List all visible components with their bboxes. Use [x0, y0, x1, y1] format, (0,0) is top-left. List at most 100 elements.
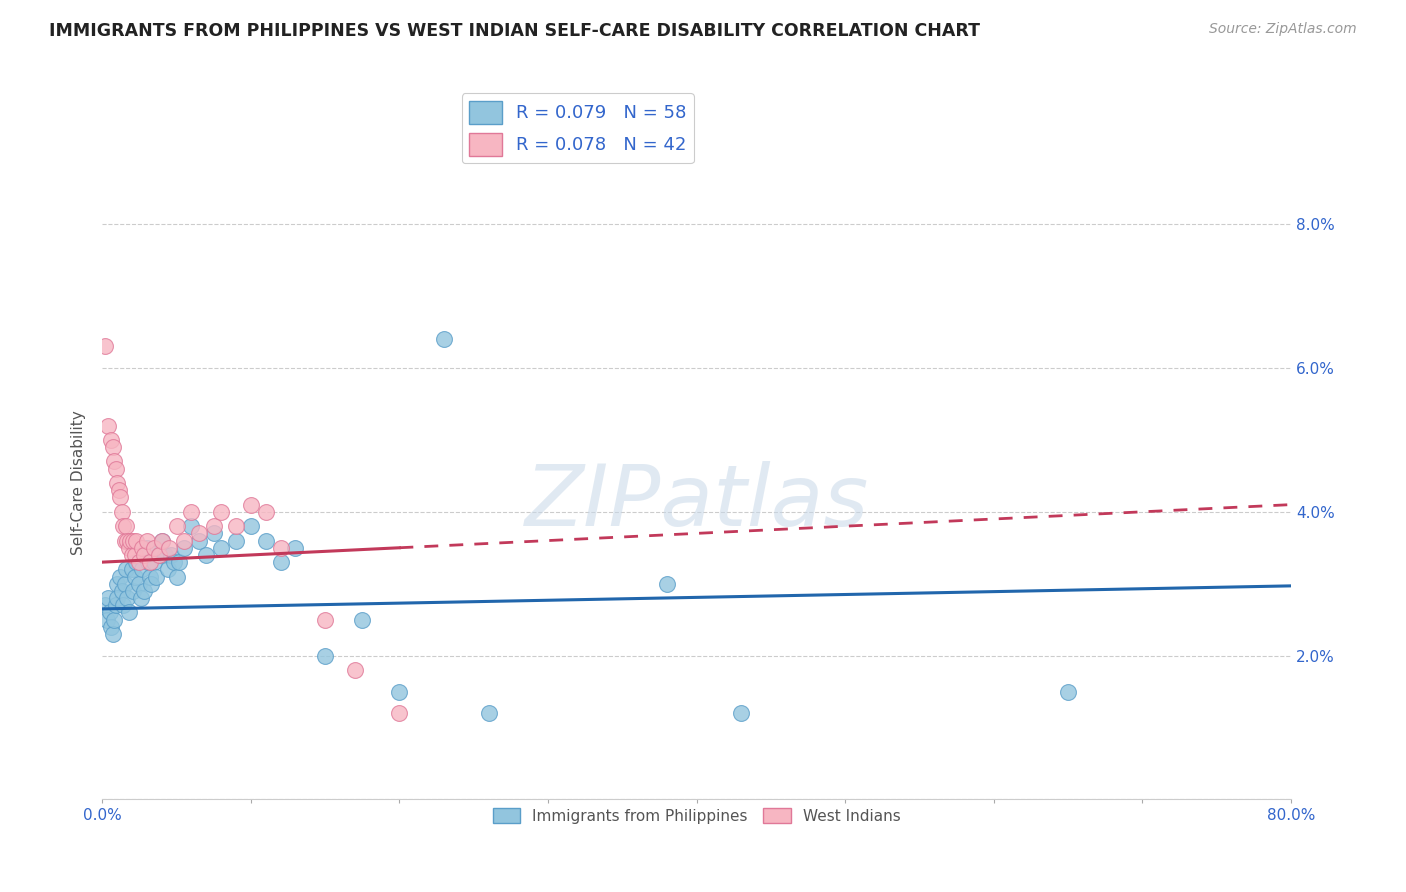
Text: ZIPatlas: ZIPatlas: [524, 460, 869, 543]
Point: [107, 483, 129, 498]
Point: [125, 555, 148, 569]
Point: [131, 562, 153, 576]
Point: [225, 519, 247, 533]
Point: [148, 548, 170, 562]
Point: [352, 613, 374, 627]
Point: [162, 555, 184, 569]
Point: [166, 569, 188, 583]
Point: [150, 533, 173, 548]
Point: [173, 533, 195, 548]
Text: Source: ZipAtlas.com: Source: ZipAtlas.com: [1209, 22, 1357, 37]
Point: [122, 533, 145, 548]
Point: [132, 583, 155, 598]
Point: [143, 541, 166, 555]
Point: [108, 491, 131, 505]
Point: [388, 706, 411, 721]
Point: [129, 591, 152, 606]
Point: [128, 576, 150, 591]
Point: [254, 533, 277, 548]
Point: [166, 519, 188, 533]
Point: [159, 548, 181, 562]
Point: [180, 505, 202, 519]
Point: [135, 533, 157, 548]
Point: [111, 519, 134, 533]
Point: [128, 555, 150, 569]
Point: [104, 599, 127, 613]
Point: [284, 541, 307, 555]
Point: [135, 541, 157, 555]
Legend: R = 0.079   N = 58, R = 0.078   N = 42: R = 0.079 N = 58, R = 0.078 N = 42: [461, 94, 693, 163]
Point: [270, 541, 292, 555]
Point: [131, 541, 153, 555]
Point: [156, 562, 179, 576]
Point: [139, 555, 162, 569]
Point: [202, 526, 225, 541]
Point: [118, 606, 141, 620]
Point: [110, 505, 132, 519]
Point: [225, 533, 247, 548]
Point: [139, 569, 162, 583]
Point: [132, 548, 155, 562]
Point: [145, 569, 167, 583]
Point: [100, 433, 122, 447]
Point: [136, 555, 159, 569]
Point: [104, 461, 127, 475]
Point: [124, 548, 146, 562]
Point: [111, 599, 134, 613]
Point: [115, 519, 138, 533]
Point: [122, 583, 145, 598]
Point: [254, 505, 277, 519]
Point: [655, 576, 678, 591]
Point: [202, 519, 225, 533]
Y-axis label: Self-Care Disability: Self-Care Disability: [72, 410, 86, 556]
Point: [117, 533, 139, 548]
Point: [121, 562, 143, 576]
Point: [187, 533, 209, 548]
Point: [103, 454, 125, 468]
Point: [477, 706, 499, 721]
Point: [270, 555, 292, 569]
Point: [150, 533, 173, 548]
Text: IMMIGRANTS FROM PHILIPPINES VS WEST INDIAN SELF-CARE DISABILITY CORRELATION CHAR: IMMIGRANTS FROM PHILIPPINES VS WEST INDI…: [49, 22, 980, 40]
Point: [97, 591, 120, 606]
Point: [121, 548, 143, 562]
Point: [148, 548, 170, 562]
Point: [141, 576, 163, 591]
Point: [314, 648, 336, 663]
Point: [730, 706, 752, 721]
Point: [143, 555, 166, 569]
Point: [239, 498, 262, 512]
Point: [125, 533, 148, 548]
Point: [101, 627, 124, 641]
Point: [101, 440, 124, 454]
Point: [96, 613, 118, 627]
Point: [114, 576, 136, 591]
Point: [209, 541, 232, 555]
Point: [388, 684, 411, 698]
Point: [239, 519, 262, 533]
Point: [98, 606, 121, 620]
Point: [105, 591, 128, 606]
Point: [124, 569, 146, 583]
Point: [117, 591, 139, 606]
Point: [173, 541, 195, 555]
Point: [94, 599, 117, 613]
Point: [100, 620, 122, 634]
Point: [1057, 684, 1080, 698]
Point: [94, 339, 117, 353]
Point: [118, 541, 141, 555]
Point: [195, 548, 218, 562]
Point: [343, 663, 366, 677]
Point: [180, 519, 202, 533]
Point: [103, 613, 125, 627]
Point: [153, 548, 176, 562]
Point: [187, 526, 209, 541]
Point: [105, 476, 128, 491]
Point: [433, 332, 456, 346]
Point: [114, 533, 136, 548]
Point: [108, 569, 131, 583]
Point: [169, 555, 191, 569]
Point: [120, 533, 142, 548]
Point: [105, 576, 128, 591]
Point: [115, 562, 138, 576]
